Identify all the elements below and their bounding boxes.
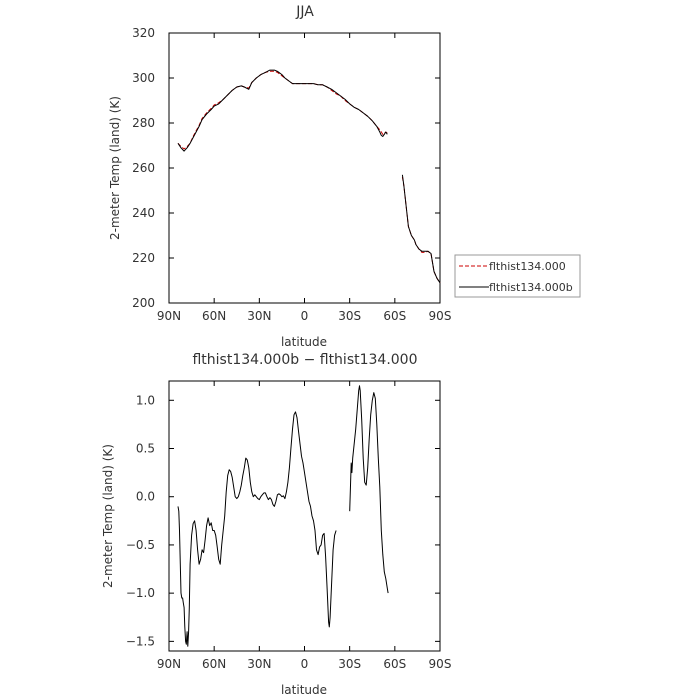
bottom-y-tick-label: 0.0 xyxy=(136,490,155,504)
bottom-x-tick-label: 90S xyxy=(429,657,452,671)
bottom-y-tick-label: −1.5 xyxy=(126,634,155,648)
top-x-tick-label: 30S xyxy=(338,309,361,323)
top-x-tick-label: 90N xyxy=(157,309,181,323)
top-y-tick-label: 260 xyxy=(132,161,155,175)
legend-box xyxy=(454,254,581,298)
top-plot-frame xyxy=(168,32,441,304)
bottom-y-tick-label: 1.0 xyxy=(136,393,155,407)
top-x-tick-label: 90S xyxy=(429,309,452,323)
top-x-tick-label: 30N xyxy=(247,309,271,323)
top-series-1-line xyxy=(401,176,441,284)
bottom-x-axis: 90N 60N 30N 0 30S 60S 90S xyxy=(157,381,452,671)
bottom-x-tick-label: 90N xyxy=(157,657,181,671)
top-x-tick-label: 60S xyxy=(383,309,406,323)
top-series-2-line xyxy=(177,69,388,152)
top-panel: JJA 90N 60N 30N 0 30S 60S 90S 200 220 240 260 280 3… xyxy=(108,4,451,349)
bottom-x-tick-label: 60S xyxy=(383,657,406,671)
bottom-series-1-line xyxy=(349,385,389,594)
bottom-x-tick-label: 0 xyxy=(301,657,309,671)
top-chart-title: JJA xyxy=(295,4,314,20)
legend: flthist134.000 flthist134.000b xyxy=(454,254,581,298)
top-x-axis-label: latitude xyxy=(281,335,327,349)
bottom-x-tick-label: 30N xyxy=(247,657,271,671)
top-series-1-line xyxy=(177,70,388,150)
bottom-plot-frame xyxy=(168,380,441,652)
bottom-x-axis-label: latitude xyxy=(281,683,327,697)
bottom-chart-title: flthist134.000b − flthist134.000 xyxy=(192,352,417,368)
top-y-axis-label: 2-meter Temp (land) (K) xyxy=(108,96,122,240)
top-y-axis: 200 220 240 260 280 300 320 xyxy=(132,26,440,310)
bottom-y-axis: −1.5 −1.0 −0.5 0.0 0.5 1.0 xyxy=(126,393,440,648)
top-y-tick-label: 220 xyxy=(132,251,155,265)
top-y-tick-label: 300 xyxy=(132,71,155,85)
bottom-series-1-line xyxy=(177,411,337,647)
bottom-y-tick-label: 0.5 xyxy=(136,442,155,456)
bottom-panel: flthist134.000b − flthist134.000 90N 60N 3… xyxy=(101,352,451,697)
legend-label-series-1: flthist134.000 xyxy=(489,260,566,273)
bottom-y-axis-label: 2-meter Temp (land) (K) xyxy=(101,444,115,588)
top-series-group xyxy=(177,69,441,284)
bottom-y-tick-label: −0.5 xyxy=(126,538,155,552)
top-x-axis: 90N 60N 30N 0 30S 60S 90S xyxy=(157,33,452,323)
top-x-tick-label: 60N xyxy=(202,309,226,323)
bottom-series-group xyxy=(177,385,389,647)
bottom-x-tick-label: 60N xyxy=(202,657,226,671)
top-y-tick-label: 320 xyxy=(132,26,155,40)
legend-label-series-2: flthist134.000b xyxy=(489,281,573,294)
top-y-tick-label: 200 xyxy=(132,296,155,310)
bottom-y-tick-label: −1.0 xyxy=(126,586,155,600)
top-x-tick-label: 0 xyxy=(301,309,309,323)
bottom-x-tick-label: 30S xyxy=(338,657,361,671)
top-series-2-line xyxy=(401,174,441,284)
top-y-tick-label: 280 xyxy=(132,116,155,130)
top-y-tick-label: 240 xyxy=(132,206,155,220)
